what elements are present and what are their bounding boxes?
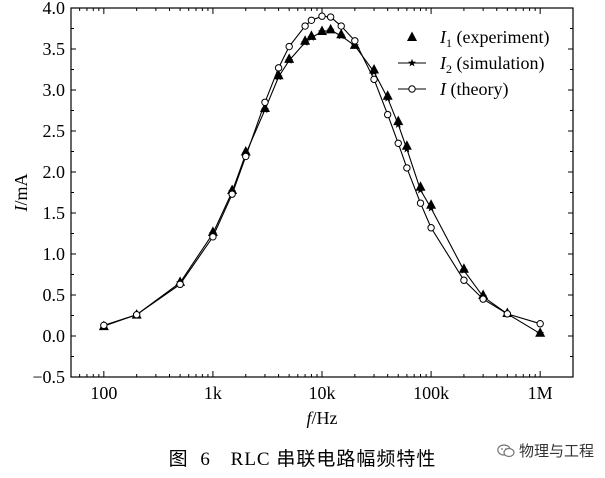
legend-label: I2 (simulation) [439,53,545,76]
legend-label: I1 (experiment) [439,27,549,50]
data-point [274,64,283,72]
series-3 [100,12,544,330]
legend-item: I2 (simulation) [398,53,545,76]
series-line [103,29,541,335]
data-point [285,42,293,51]
data-point [394,139,402,148]
x-tick-label: 1M [528,383,553,403]
data-point [370,67,379,76]
watermark-text: 物理与工程 [519,442,595,460]
legend-item: I1 (experiment) [407,27,549,50]
data-point [301,22,309,30]
caption-figure-number: 6 [200,449,211,470]
data-point [503,310,512,318]
data-point [285,56,294,64]
data-point [416,185,425,194]
y-tick-label: 2.0 [43,162,66,182]
y-axis-label: I/mA [11,173,31,212]
y-tick-label: 3.0 [43,80,66,100]
figure-caption: 图 6 RLC 串联电路幅频特性 [0,444,605,471]
y-tick-label: 1.5 [43,203,66,223]
data-point [370,75,378,84]
data-point [536,329,545,337]
data-point [260,105,269,114]
data-point [228,190,236,198]
data-point [403,164,411,172]
data-point [326,13,335,21]
data-point [307,33,316,41]
x-tick-label: 100 [90,383,117,403]
data-point [176,280,184,289]
data-point [242,152,250,161]
data-point [318,27,326,36]
data-point [383,110,392,119]
legend-marker [408,85,416,93]
x-tick-label: 10k [309,383,336,403]
data-point [383,94,392,102]
y-tick-label: −0.5 [32,367,65,387]
y-tick-label: 2.5 [43,121,66,141]
chart: −0.5 0.0 0.5 1.0 1.5 2.0 2.5 3.0 3.5 4.0 100 1k 10k 1… [11,0,574,428]
data-point [394,120,403,128]
legend-marker [408,58,416,67]
data-point [460,276,468,284]
data-point [307,16,316,24]
data-point [132,310,141,319]
data-point [416,199,425,207]
data-point [274,72,283,81]
data-point [337,31,346,40]
y-tick-label: 0.0 [43,326,66,346]
legend-item: I (theory) [398,79,508,100]
legend: I1 (experiment) I2 (simulation) I (theory) [398,27,549,100]
data-point [261,98,269,107]
data-point [209,233,217,241]
data-point [351,37,359,45]
legend-marker [407,31,417,41]
data-point [479,295,487,303]
x-tick-label: 1k [204,383,222,403]
wechat-icon [497,443,515,457]
data-point [402,144,411,153]
caption-figure-label: 图 [168,449,189,470]
y-tick-label: 3.5 [43,39,66,59]
legend-label: I (theory) [439,79,508,100]
data-point [350,41,359,50]
data-point [536,320,544,328]
data-point [301,38,310,46]
watermark: 物理与工程 [497,440,594,461]
y-tick-label: 4.0 [43,0,66,18]
x-tick-label: 100k [413,383,449,403]
data-point [326,25,335,34]
data-point [337,22,345,30]
data-point [427,224,435,232]
data-point [459,266,468,274]
data-point [427,203,436,212]
data-point [318,12,326,20]
data-point [100,321,108,330]
y-tick-label: 1.0 [43,244,66,264]
x-axis-label: f/Hz [306,408,337,428]
caption-text: RLC 串联电路幅频特性 [230,449,437,470]
y-tick-label: 0.5 [43,285,66,305]
